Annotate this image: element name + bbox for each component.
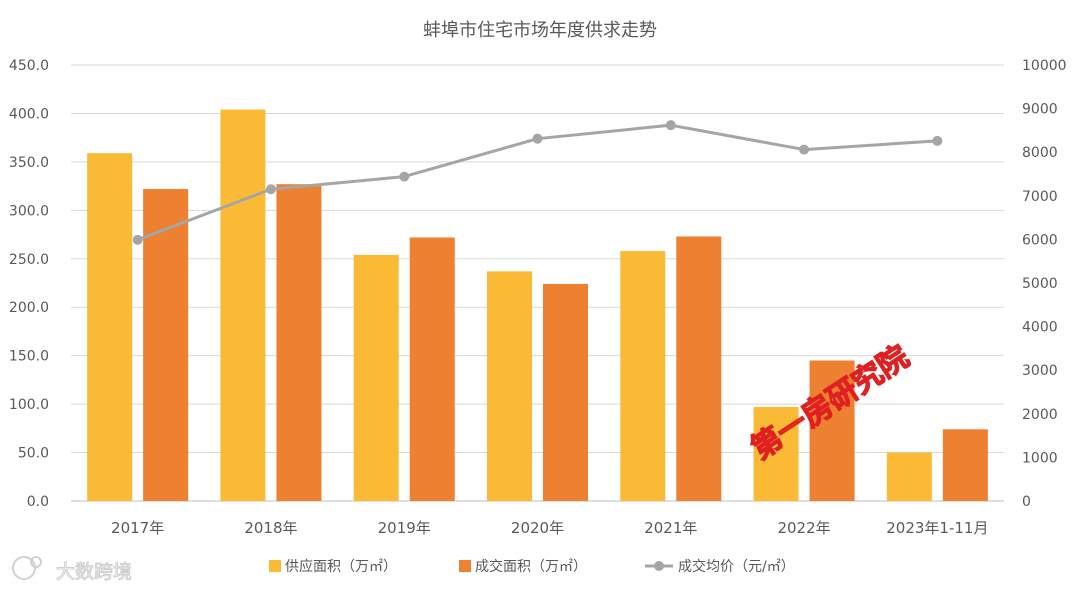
left-tick-label: 300.0	[9, 203, 49, 219]
x-tick-label: 2023年1-11月	[886, 519, 988, 537]
legend-marker	[654, 561, 664, 571]
price-line	[132, 120, 943, 245]
right-tick-label: 9000	[1022, 102, 1058, 118]
transaction-bar	[543, 283, 588, 501]
supply-bar	[87, 153, 133, 501]
legend: 供应面积（万㎡） 成交面积（万㎡） 成交均价（元/㎡）	[269, 558, 795, 575]
logo: 大数跨境	[12, 556, 133, 584]
right-tick-label: 7000	[1022, 189, 1058, 205]
supply-bar	[487, 271, 532, 501]
right-tick-label: 1000	[1022, 450, 1058, 466]
right-tick-label: 10000	[1022, 58, 1067, 74]
legend-label: 成交均价（元/㎡）	[678, 558, 795, 575]
left-tick-label: 50.0	[18, 446, 49, 462]
left-tick-label: 450.0	[9, 58, 49, 74]
left-tick-label: 350.0	[9, 155, 49, 171]
left-tick-label: 400.0	[9, 106, 49, 122]
supply-bar	[620, 251, 666, 501]
legend-swatch	[459, 560, 471, 572]
logo-icon-dot	[30, 556, 42, 568]
left-tick-label: 100.0	[9, 397, 49, 413]
transaction-bar	[276, 184, 322, 501]
legend-label: 成交面积（万㎡）	[475, 558, 587, 575]
logo-text: 大数跨境	[56, 561, 132, 583]
right-tick-label: 5000	[1022, 276, 1058, 292]
x-tick-label: 2022年	[777, 519, 830, 537]
transaction-bar	[143, 189, 189, 502]
price-point	[799, 144, 810, 155]
left-tick-label: 150.0	[9, 349, 49, 365]
right-axis: 0 1000 2000 3000 4000 5000 6000 7000 8000 9000 100…	[1022, 58, 1067, 510]
logo-icon	[12, 556, 36, 580]
transaction-bar	[809, 360, 855, 501]
transaction-bar	[676, 236, 722, 501]
left-tick-label: 0.0	[27, 494, 49, 510]
supply-bar	[353, 254, 399, 501]
supply-bar	[753, 407, 799, 501]
left-tick-label: 250.0	[9, 252, 49, 268]
price-point	[532, 133, 543, 144]
right-tick-label: 6000	[1022, 232, 1058, 248]
legend-label: 供应面积（万㎡）	[285, 558, 397, 575]
left-axis: 0.0 50.0 100.0 150.0 200.0 250.0 300.0 350.0 400…	[9, 58, 49, 510]
bars	[87, 109, 988, 502]
price-point	[665, 120, 676, 131]
chart-title: 蚌埠市住宅市场年度供求走势	[423, 20, 657, 41]
price-point	[399, 171, 410, 182]
x-tick-label: 2019年	[378, 519, 431, 537]
x-tick-label: 2020年	[511, 519, 564, 537]
supply-bar	[886, 452, 932, 501]
gridlines	[71, 64, 1004, 502]
right-tick-label: 8000	[1022, 145, 1058, 161]
left-tick-label: 200.0	[9, 300, 49, 316]
transaction-bar	[942, 429, 988, 501]
right-tick-label: 4000	[1022, 320, 1058, 336]
right-tick-label: 2000	[1022, 407, 1058, 423]
legend-swatch	[269, 560, 281, 572]
x-tick-label: 2018年	[244, 519, 297, 537]
price-point	[265, 184, 276, 195]
x-tick-label: 2021年	[644, 519, 697, 537]
supply-bar	[220, 109, 266, 502]
price-point	[932, 135, 943, 146]
transaction-bar	[409, 237, 455, 501]
right-tick-label: 3000	[1022, 363, 1058, 379]
right-tick-label: 0	[1022, 494, 1031, 510]
x-axis: 2017年 2018年 2019年 2020年 2021年 2022年 2023年1-11月	[111, 519, 988, 537]
price-point	[132, 234, 143, 245]
x-tick-label: 2017年	[111, 519, 164, 537]
